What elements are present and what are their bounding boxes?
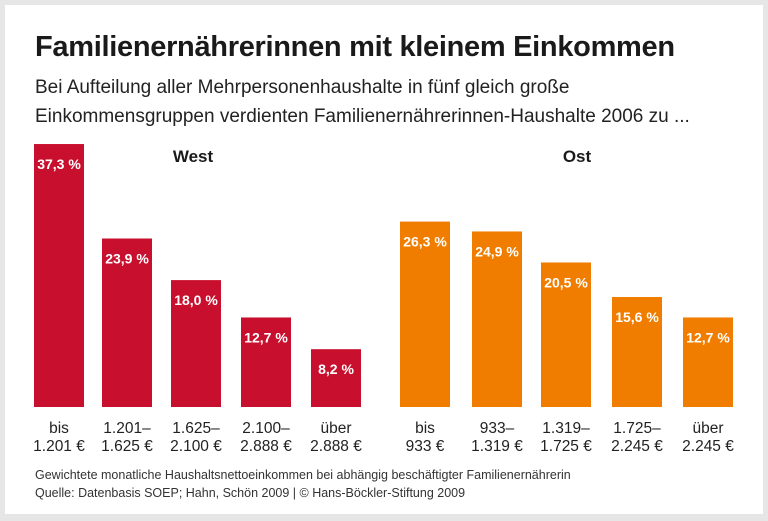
category-label: 2.888 €: [310, 438, 362, 455]
bar: [683, 317, 733, 407]
category-label: über: [320, 420, 351, 437]
category-label: 2.100 €: [170, 438, 222, 455]
bar: [241, 317, 291, 407]
bar: [311, 349, 361, 407]
data-label: 15,6 %: [615, 309, 659, 325]
data-label: 18,0 %: [174, 292, 218, 308]
chart-title: Familienernährerinnen mit kleinem Einkom…: [35, 31, 675, 63]
category-label: 1.201 €: [33, 438, 85, 455]
subtitle-line-1: Bei Aufteilung aller Mehrpersonenhaushal…: [35, 77, 570, 98]
bar: [171, 280, 221, 407]
bar: [400, 221, 450, 407]
category-label: 1.725–: [613, 420, 661, 437]
data-label: 23,9 %: [105, 251, 149, 267]
data-label: 26,3 %: [403, 234, 447, 250]
category-label: 1.319 €: [471, 438, 523, 455]
category-label: 933–: [480, 420, 515, 437]
category-label: 1.725 €: [540, 438, 592, 455]
category-label: 2.100–: [242, 420, 290, 437]
data-label: 24,9 %: [475, 243, 519, 259]
bar: [541, 262, 591, 407]
category-label: 2.888 €: [240, 438, 292, 455]
category-label: 933 €: [406, 438, 445, 455]
group-title-west: West: [173, 147, 214, 166]
data-label: 12,7 %: [686, 329, 730, 345]
category-label: 2.245 €: [682, 438, 734, 455]
category-label: 1.625–: [172, 420, 220, 437]
bar: [612, 297, 662, 407]
category-label: über: [692, 420, 723, 437]
footnote: Gewichtete monatliche Haushaltsnettoeink…: [35, 468, 571, 482]
subtitle-line-2: Einkommensgruppen verdienten Familienern…: [35, 106, 690, 127]
bar: [472, 231, 522, 407]
category-label: bis: [415, 420, 435, 437]
data-label: 37,3 %: [37, 156, 81, 172]
group-title-ost: Ost: [563, 147, 592, 166]
bar: [102, 238, 152, 407]
category-label: 2.245 €: [611, 438, 663, 455]
infographic: Familienernährerinnen mit kleinem Einkom…: [5, 5, 763, 514]
category-label: 1.625 €: [101, 438, 153, 455]
data-label: 12,7 %: [244, 329, 288, 345]
data-label: 8,2 %: [318, 361, 354, 377]
bar: [34, 144, 84, 407]
category-label: 1.201–: [103, 420, 151, 437]
category-label: 1.319–: [542, 420, 590, 437]
category-label: bis: [49, 420, 69, 437]
source: Quelle: Datenbasis SOEP; Hahn, Schön 200…: [35, 486, 466, 500]
data-label: 20,5 %: [544, 274, 588, 290]
